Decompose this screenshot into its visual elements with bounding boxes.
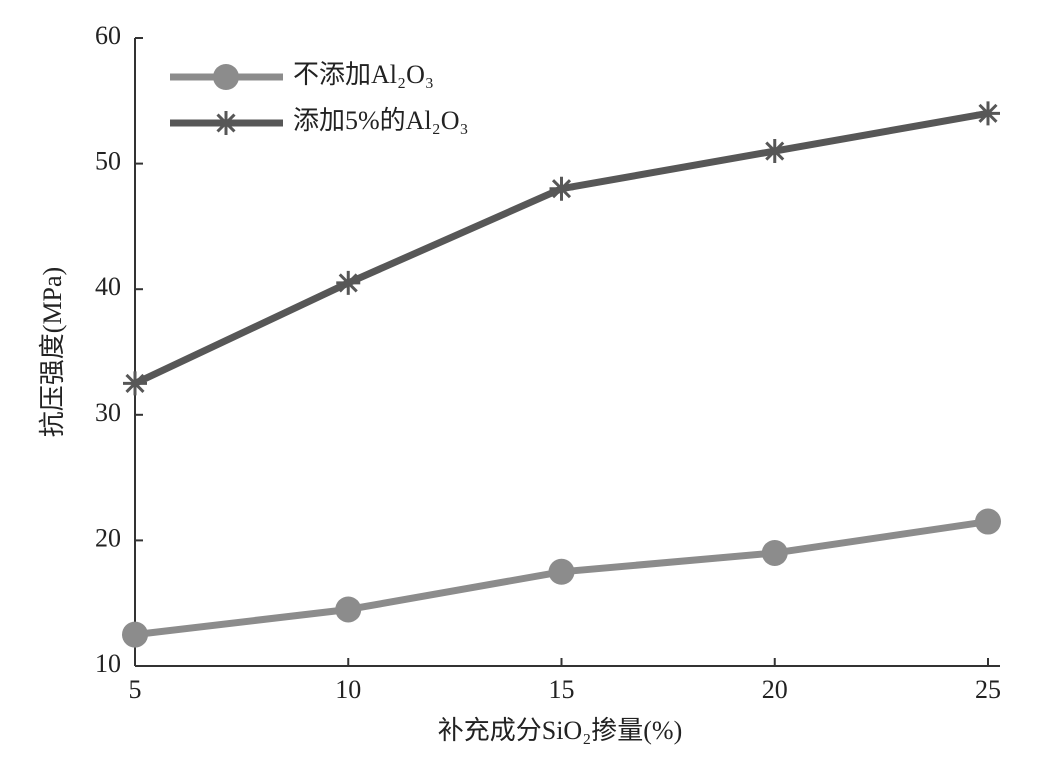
legend-label: 不添加Al₂O₃ [293,60,434,89]
point [976,101,1000,126]
x-tick-label: 5 [129,675,142,704]
y-tick-label: 60 [95,21,121,50]
x-tick-label: 20 [762,675,788,704]
y-tick-label: 10 [95,649,121,678]
series-line [133,109,989,387]
x-tick-label: 10 [335,675,361,704]
legend-label: 添加5%的Al₂O₃ [293,106,469,135]
point [123,371,147,396]
point [549,176,574,201]
x-axis-label: 补充成分SiO₂掺量(%) [438,716,683,745]
y-tick-label: 20 [95,523,121,552]
legend-marker [214,111,238,135]
point [762,139,787,164]
point [336,270,361,295]
y-tick-label: 30 [95,398,121,427]
point [335,596,362,623]
x-tick-label: 25 [975,675,1001,704]
point [122,621,148,648]
point [548,558,575,585]
y-tick-label: 40 [95,272,121,301]
point [761,539,788,566]
x-tick-label: 15 [549,675,575,704]
y-tick-label: 50 [95,147,121,176]
point [975,508,1001,535]
legend-marker [213,64,239,90]
y-axis-label: 抗压强度(MPa) [38,267,67,437]
